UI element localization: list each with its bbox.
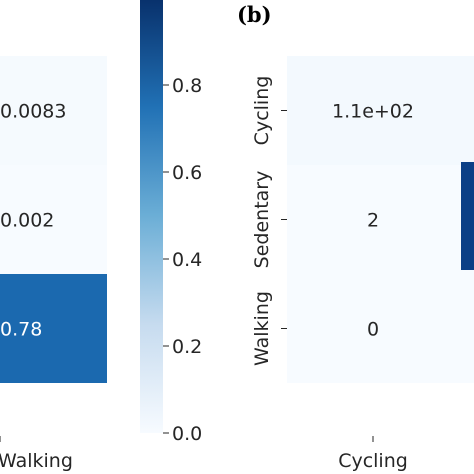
colorbar: 0.8 0.6 0.4 0.2 0.0 [140, 0, 202, 445]
right-matrix-cell [287, 56, 474, 165]
left-matrix-cell-label: 0.78 [0, 319, 42, 341]
colorbar-gradient [140, 0, 163, 433]
right-matrix-cell-label: 1.1e+02 [332, 101, 414, 123]
left-confusion-matrix: 0.0083 0.002 0.78 Walking [0, 56, 107, 472]
left-matrix-cell [0, 56, 107, 165]
left-matrix-cell-label: 0.002 [0, 210, 54, 232]
right-matrix-cell [287, 274, 474, 383]
colorbar-tick-label: 0.2 [172, 336, 202, 358]
colorbar-tick-label: 0.4 [172, 249, 202, 271]
right-y-tick-label: Cycling [251, 76, 273, 146]
right-matrix-cell [287, 165, 474, 274]
colorbar-tick-label: 0.6 [172, 162, 202, 184]
right-matrix-partial-cell [461, 162, 474, 270]
right-confusion-matrix: 1.1e+02 2 0 Cycling Sedentary Walking Cycling [251, 56, 474, 472]
colorbar-tick-label: 0.0 [172, 423, 202, 445]
colorbar-tick-label: 0.8 [172, 75, 202, 97]
left-x-tick-label: Walking [0, 450, 73, 472]
right-matrix-cell-label: 0 [367, 319, 379, 341]
right-x-tick-label: Cycling [338, 450, 408, 472]
left-matrix-cell-label: 0.0083 [0, 101, 66, 123]
right-matrix-cell-label: 2 [367, 210, 379, 232]
right-y-tick-label: Walking [251, 291, 273, 366]
left-matrix-cell [0, 274, 107, 383]
right-y-tick-label: Sedentary [251, 171, 273, 269]
left-matrix-cell [0, 165, 107, 274]
panel-label-b: (b) [237, 2, 272, 27]
